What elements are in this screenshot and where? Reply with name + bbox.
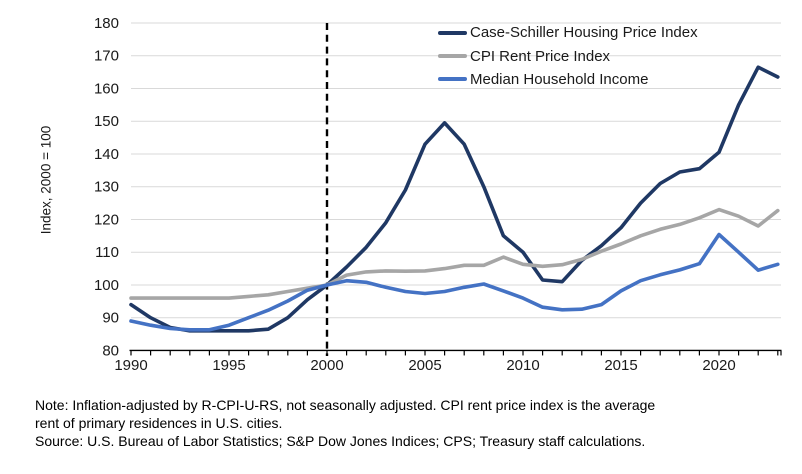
legend-line-swatch-navy <box>438 30 467 35</box>
x-tick-label-2020: 2020 <box>702 357 735 374</box>
y-tick-label-130: 130 <box>94 179 119 196</box>
legend-label: Median Household Income <box>470 70 649 88</box>
y-tick-label-110: 110 <box>95 244 119 261</box>
legend-item-case-schiller: Case-Schiller Housing Price Index <box>438 21 698 44</box>
notes-block: Note: Inflation-adjusted by R-CPI-U-RS, … <box>35 397 795 450</box>
series-line-2 <box>129 232 780 332</box>
legend-label: CPI Rent Price Index <box>470 47 611 65</box>
source-line: Source: U.S. Bureau of Labor Statistics;… <box>35 432 646 449</box>
y-tick-label-160: 160 <box>94 80 119 97</box>
series-line-1 <box>129 207 780 300</box>
x-tick-label-1990: 1990 <box>114 357 147 374</box>
y-axis-title: Index, 2000 = 100 <box>38 125 54 235</box>
x-tick-label-2010: 2010 <box>506 357 539 374</box>
y-tick-label-90: 90 <box>102 310 119 327</box>
y-tick-label-170: 170 <box>94 48 119 65</box>
note-line-1: Note: Inflation-adjusted by R-CPI-U-RS, … <box>35 397 656 413</box>
legend-line-swatch-gray <box>438 54 467 59</box>
legend-item-median-income: Median Household Income <box>438 68 698 91</box>
series-line-0 <box>129 65 780 333</box>
legend-item-cpi-rent: CPI Rent Price Index <box>438 44 698 67</box>
x-tick-label-2015: 2015 <box>604 357 637 374</box>
y-tick-label-180: 180 <box>94 15 119 32</box>
x-tick-labels-group: 1990 1995 2000 2005 2010 2015 2020 <box>114 357 735 374</box>
note-line-2: rent of primary residences in U.S. citie… <box>35 414 283 431</box>
y-tick-label-140: 140 <box>94 146 119 163</box>
y-tick-label-80: 80 <box>102 342 119 359</box>
x-axis-group <box>129 349 782 356</box>
legend-label: Case-Schiller Housing Price Index <box>470 24 698 42</box>
y-tick-label-150: 150 <box>94 113 119 130</box>
y-tick-label-100: 100 <box>94 277 119 294</box>
y-tick-labels-group: 80 90 100 110 120 130 140 150 160 170 180 <box>94 15 119 359</box>
series-group <box>129 65 780 333</box>
legend: Case-Schiller Housing Price Index CPI Re… <box>438 21 698 91</box>
y-tick-label-120: 120 <box>94 211 119 228</box>
x-tick-label-2000: 2000 <box>310 357 343 374</box>
x-tick-label-2005: 2005 <box>408 357 441 374</box>
legend-line-swatch-blue <box>438 77 467 82</box>
x-tick-label-1995: 1995 <box>212 357 245 374</box>
